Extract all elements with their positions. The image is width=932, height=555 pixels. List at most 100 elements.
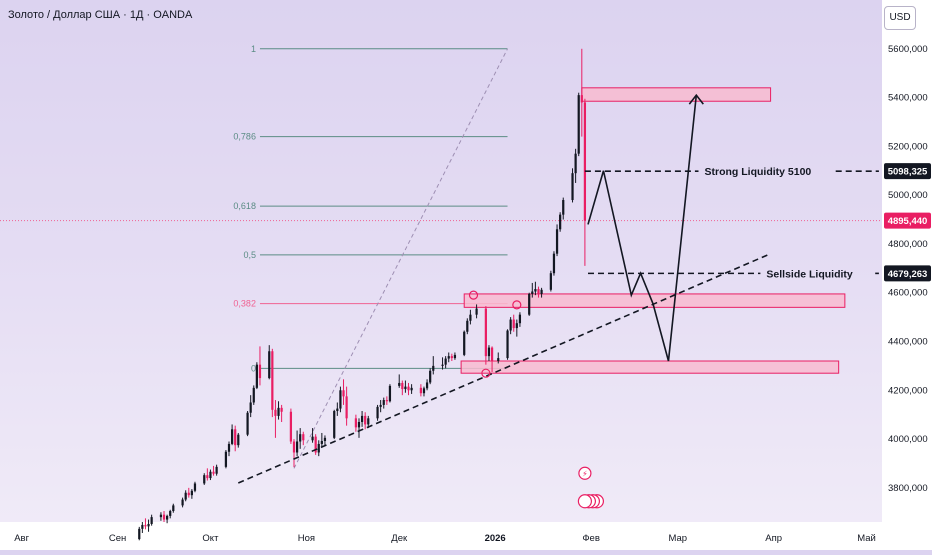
candle-body [184,492,187,500]
candle-body [169,511,172,516]
candle-body [469,314,472,321]
x-tick-label: Дек [391,533,408,544]
candle-body [172,505,175,512]
candle-body [302,434,305,441]
candle-body [512,319,515,329]
event-lightning-glyph: ⚡ [582,469,588,478]
candle-body [317,443,320,453]
price-axis-badge [884,163,931,180]
candle-body [299,434,302,442]
candle-body [311,436,314,441]
symbol-title: Золото / Доллар США · 1Д · OANDA [8,9,193,21]
candle-body [583,102,587,221]
supply-zone-top [581,87,772,102]
candle-body [518,314,522,324]
candle-body [336,408,339,412]
candle-body [258,364,262,379]
candle-body [292,441,296,453]
candle-body [410,387,413,391]
candle-body [487,347,491,357]
candle-body [549,273,552,290]
candle-body [404,386,407,390]
trendline [237,252,771,484]
candle-body [360,415,364,422]
candle-body [509,319,512,331]
candle-body [562,200,565,215]
candle-body [246,412,249,435]
y-tick-label: 5000,000 [888,190,928,201]
fib-diagonal-line [293,48,508,469]
candle-body [385,400,388,402]
candle-body [401,382,404,390]
candle-body [159,514,163,518]
fib-level-label: 0,382 [233,299,256,309]
x-tick-label: 2026 [485,533,506,544]
candle-body [268,351,271,379]
candle-body [506,330,509,359]
candle-body [540,289,543,294]
candle-body [429,370,432,383]
candle-body [531,291,534,294]
x-tick-label: Ноя [298,533,315,544]
candle-body [447,356,450,359]
candle-body [364,415,367,425]
candle-body [528,293,531,315]
candle-body [453,354,457,359]
candle-body [432,365,435,371]
candle-body [320,441,323,444]
candle-body [289,411,293,442]
candle-body [227,443,231,452]
candle-body [212,471,215,474]
strong-liquidity-label: Strong Liquidity 5100 [705,166,812,178]
price-axis-badge-label: 4679,263 [888,269,928,280]
candle-body [181,499,184,506]
x-tick-label: Авг [14,533,29,544]
candle-body [515,323,518,329]
candle-body [571,173,574,201]
y-tick-label: 5600,000 [888,44,928,55]
price-axis-badge-label: 4895,440 [888,216,928,227]
candle-body [166,515,169,520]
x-tick-label: Фев [582,533,600,544]
candle-body [224,451,228,467]
x-tick-label: Май [857,533,876,544]
demand-zone-low [460,360,840,374]
y-tick-label: 4000,000 [888,434,928,445]
candle-body [580,95,583,103]
time-axis-panel [0,522,932,550]
price-axis-badge [884,265,931,282]
candle-body [249,402,252,413]
x-tick-label: Окт [202,533,219,544]
fib-level-label: 1 [251,44,256,54]
candle-body [345,396,348,419]
sellside-liquidity-label: Sellside Liquidity [766,268,853,280]
fib-level-label: 0,786 [233,132,256,142]
fib-level-label: 0 [251,363,256,373]
candle-body [162,514,166,520]
candle-body [339,390,342,409]
candle-body [475,308,478,315]
candle-body [450,356,453,359]
candle-body [234,429,237,446]
candle-body [357,421,361,428]
candle-body [463,331,466,355]
candle-body [280,407,283,412]
point-marker-icon [481,368,491,378]
candle-body [422,388,426,394]
y-tick-label: 4800,000 [888,239,928,250]
candle-body [206,475,209,479]
candle-body [333,411,336,438]
candle-body [274,409,277,416]
candle-body [203,475,206,484]
fib-level-label: 0,5 [243,250,256,260]
candle-body [271,351,274,410]
candle-body [534,289,537,292]
candle-body [388,385,392,402]
candle-body [574,153,577,174]
point-marker-icon [468,290,479,300]
currency-button[interactable]: USD [884,6,916,30]
candle-body [295,441,299,453]
x-tick-label: Апр [765,533,782,544]
